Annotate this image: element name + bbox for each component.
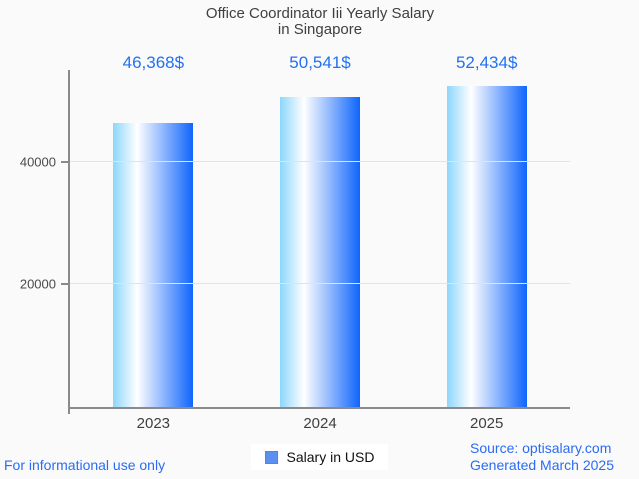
chart-title-line2: in Singapore <box>277 21 363 38</box>
bar-value-2024: 50,541$ <box>289 53 351 72</box>
disclaimer-note: For informational use only <box>4 457 166 473</box>
generated-date: Generated March 2025 <box>470 457 614 473</box>
gridline-20000 <box>70 283 570 285</box>
y-tick-mark-20000 <box>61 283 68 286</box>
y-tick-mark-40000 <box>61 160 68 163</box>
bar-value-2023: 46,368$ <box>122 53 185 72</box>
chart-title-line1: Office Coordinator Iii Yearly Salary <box>205 5 435 22</box>
y-axis-ticks: 20000 40000 <box>0 70 68 407</box>
y-axis-line <box>68 70 70 414</box>
bar-bands <box>70 70 570 407</box>
plot-area <box>70 70 570 407</box>
bar-2025 <box>446 85 527 407</box>
x-axis-line <box>68 407 570 409</box>
legend-label: Salary in USD <box>286 449 375 465</box>
x-label-2025: 2025 <box>469 415 504 432</box>
x-label-2024: 2024 <box>303 415 337 432</box>
source-block: Source: optisalary.com Generated March 2… <box>470 440 614 474</box>
bar-value-2025: 52,434$ <box>455 53 518 72</box>
gridline-40000 <box>70 160 570 162</box>
source-link[interactable]: Source: optisalary.com <box>470 440 612 456</box>
bar-2024 <box>280 97 360 407</box>
chart-title: Office Coordinator Iii Yearly Salary in … <box>70 6 570 38</box>
bar-value-labels: 46,368$ 50,541$ 52,434$ <box>70 53 570 73</box>
legend-swatch-icon <box>264 450 278 464</box>
band-2024 <box>237 70 404 407</box>
bar-2023 <box>113 122 194 407</box>
legend-item-salary-in-usd[interactable]: Salary in USD <box>250 444 389 470</box>
y-tick-label-40000: 40000 <box>19 154 56 170</box>
x-label-2023: 2023 <box>136 415 171 432</box>
band-2023 <box>70 70 237 407</box>
x-axis-labels: 2023 2024 2025 <box>70 415 570 432</box>
y-tick-label-20000: 20000 <box>19 276 56 292</box>
band-2025 <box>403 70 570 407</box>
